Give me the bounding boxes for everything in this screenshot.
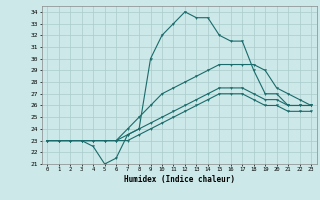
X-axis label: Humidex (Indice chaleur): Humidex (Indice chaleur) [124,175,235,184]
